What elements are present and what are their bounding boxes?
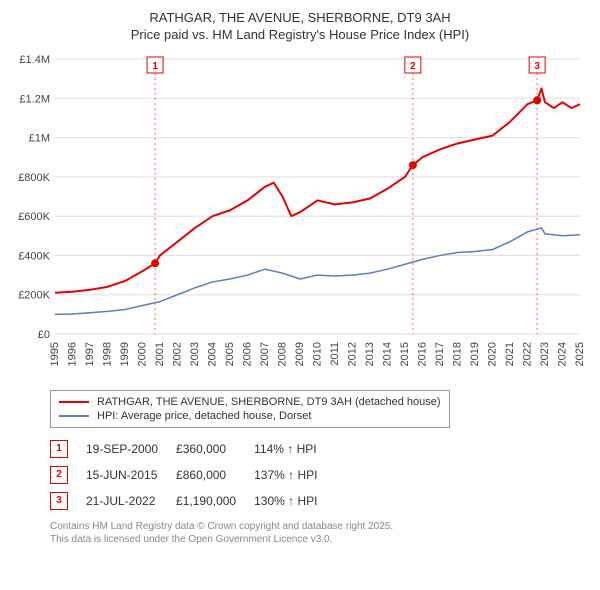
svg-text:2013: 2013 — [364, 342, 376, 366]
svg-text:£400K: £400K — [18, 250, 50, 262]
svg-text:3: 3 — [534, 61, 540, 72]
svg-text:2020: 2020 — [487, 342, 499, 366]
legend: RATHGAR, THE AVENUE, SHERBORNE, DT9 3AH … — [50, 390, 450, 428]
svg-text:2016: 2016 — [417, 342, 429, 366]
svg-text:2008: 2008 — [277, 342, 289, 366]
svg-text:1: 1 — [152, 61, 158, 72]
footnote-line1: Contains HM Land Registry data © Crown c… — [50, 520, 590, 533]
legend-swatch — [59, 415, 89, 417]
svg-text:2023: 2023 — [539, 342, 551, 366]
svg-text:2009: 2009 — [294, 342, 306, 366]
svg-text:2015: 2015 — [399, 342, 411, 366]
title: RATHGAR, THE AVENUE, SHERBORNE, DT9 3AH … — [10, 10, 590, 44]
report: RATHGAR, THE AVENUE, SHERBORNE, DT9 3AH … — [10, 10, 590, 546]
svg-text:2024: 2024 — [557, 342, 569, 366]
svg-text:1997: 1997 — [84, 342, 96, 366]
svg-text:2004: 2004 — [207, 342, 219, 366]
svg-text:2019: 2019 — [469, 342, 481, 366]
svg-text:£1M: £1M — [29, 132, 50, 144]
svg-text:2006: 2006 — [242, 342, 254, 366]
footnote: Contains HM Land Registry data © Crown c… — [50, 520, 590, 546]
event-date: 21-JUL-2022 — [86, 488, 176, 514]
footnote-line2: This data is licensed under the Open Gov… — [50, 533, 590, 546]
event-price: £360,000 — [176, 436, 254, 462]
event-row: 3 21-JUL-2022£1,190,000130% ↑ HPI — [50, 488, 335, 514]
legend-row: RATHGAR, THE AVENUE, SHERBORNE, DT9 3AH … — [59, 395, 441, 409]
event-date: 15-JUN-2015 — [86, 462, 176, 488]
svg-text:1998: 1998 — [102, 342, 114, 366]
svg-text:2001: 2001 — [154, 342, 166, 366]
svg-text:2021: 2021 — [504, 342, 516, 366]
svg-text:2018: 2018 — [452, 342, 464, 366]
event-hpi: 130% ↑ HPI — [254, 488, 335, 514]
event-row: 1 19-SEP-2000£360,000114% ↑ HPI — [50, 436, 335, 462]
event-hpi: 114% ↑ HPI — [254, 436, 335, 462]
svg-text:2007: 2007 — [259, 342, 271, 366]
event-marker: 3 — [50, 492, 68, 510]
events-table: 1 19-SEP-2000£360,000114% ↑ HPI 2 15-JUN-20… — [50, 436, 590, 514]
svg-text:£1.2M: £1.2M — [19, 93, 50, 105]
svg-text:2: 2 — [410, 61, 416, 72]
svg-text:£0: £0 — [38, 329, 50, 341]
svg-text:£800K: £800K — [18, 172, 50, 184]
svg-text:2011: 2011 — [329, 342, 341, 366]
legend-row: HPI: Average price, detached house, Dors… — [59, 409, 441, 423]
svg-text:2025: 2025 — [574, 342, 586, 366]
svg-text:1999: 1999 — [119, 342, 131, 366]
svg-text:2017: 2017 — [434, 342, 446, 366]
svg-text:2005: 2005 — [224, 342, 236, 366]
event-price: £1,190,000 — [176, 488, 254, 514]
svg-text:£200K: £200K — [18, 289, 50, 301]
svg-text:2022: 2022 — [522, 342, 534, 366]
event-marker: 1 — [50, 440, 68, 458]
legend-label: RATHGAR, THE AVENUE, SHERBORNE, DT9 3AH … — [97, 396, 441, 408]
svg-text:2010: 2010 — [312, 342, 324, 366]
event-marker: 2 — [50, 466, 68, 484]
svg-text:2000: 2000 — [137, 342, 149, 366]
svg-text:2014: 2014 — [382, 342, 394, 366]
chart: £0 £200K £400K £600K £800K £1M £1.2M £1.4M 1995 1… — [10, 49, 590, 382]
event-price: £860,000 — [176, 462, 254, 488]
legend-label: HPI: Average price, detached house, Dors… — [97, 410, 311, 422]
event-row: 2 15-JUN-2015£860,000137% ↑ HPI — [50, 462, 335, 488]
svg-text:1995: 1995 — [49, 342, 61, 366]
event-date: 19-SEP-2000 — [86, 436, 176, 462]
svg-text:2003: 2003 — [189, 342, 201, 366]
svg-text:2002: 2002 — [172, 342, 184, 366]
svg-text:£600K: £600K — [18, 211, 50, 223]
title-line2: Price paid vs. HM Land Registry's House … — [10, 27, 590, 44]
legend-swatch — [59, 401, 89, 403]
svg-text:£1.4M: £1.4M — [19, 54, 50, 66]
title-line1: RATHGAR, THE AVENUE, SHERBORNE, DT9 3AH — [10, 10, 590, 27]
event-hpi: 137% ↑ HPI — [254, 462, 335, 488]
svg-text:2012: 2012 — [347, 342, 359, 366]
chart-svg: £0 £200K £400K £600K £800K £1M £1.2M £1.4M 1995 1… — [10, 49, 590, 379]
svg-text:1996: 1996 — [67, 342, 79, 366]
